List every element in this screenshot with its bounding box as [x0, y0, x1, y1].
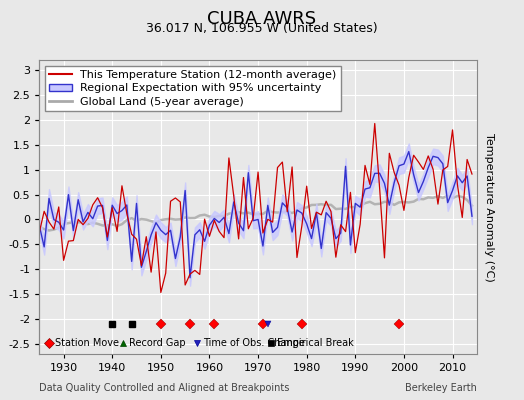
Text: 36.017 N, 106.955 W (United States): 36.017 N, 106.955 W (United States) [146, 22, 378, 35]
Text: Berkeley Earth: Berkeley Earth [405, 383, 477, 393]
Y-axis label: Temperature Anomaly (°C): Temperature Anomaly (°C) [484, 133, 494, 281]
Text: Time of Obs. Change: Time of Obs. Change [203, 338, 305, 348]
Text: Station Move: Station Move [55, 338, 119, 348]
Text: Record Gap: Record Gap [129, 338, 185, 348]
Legend: This Temperature Station (12-month average), Regional Expectation with 95% uncer: This Temperature Station (12-month avera… [45, 66, 341, 111]
Text: Empirical Break: Empirical Break [277, 338, 354, 348]
Text: Data Quality Controlled and Aligned at Breakpoints: Data Quality Controlled and Aligned at B… [39, 383, 290, 393]
Text: CUBA AWRS: CUBA AWRS [208, 10, 316, 28]
